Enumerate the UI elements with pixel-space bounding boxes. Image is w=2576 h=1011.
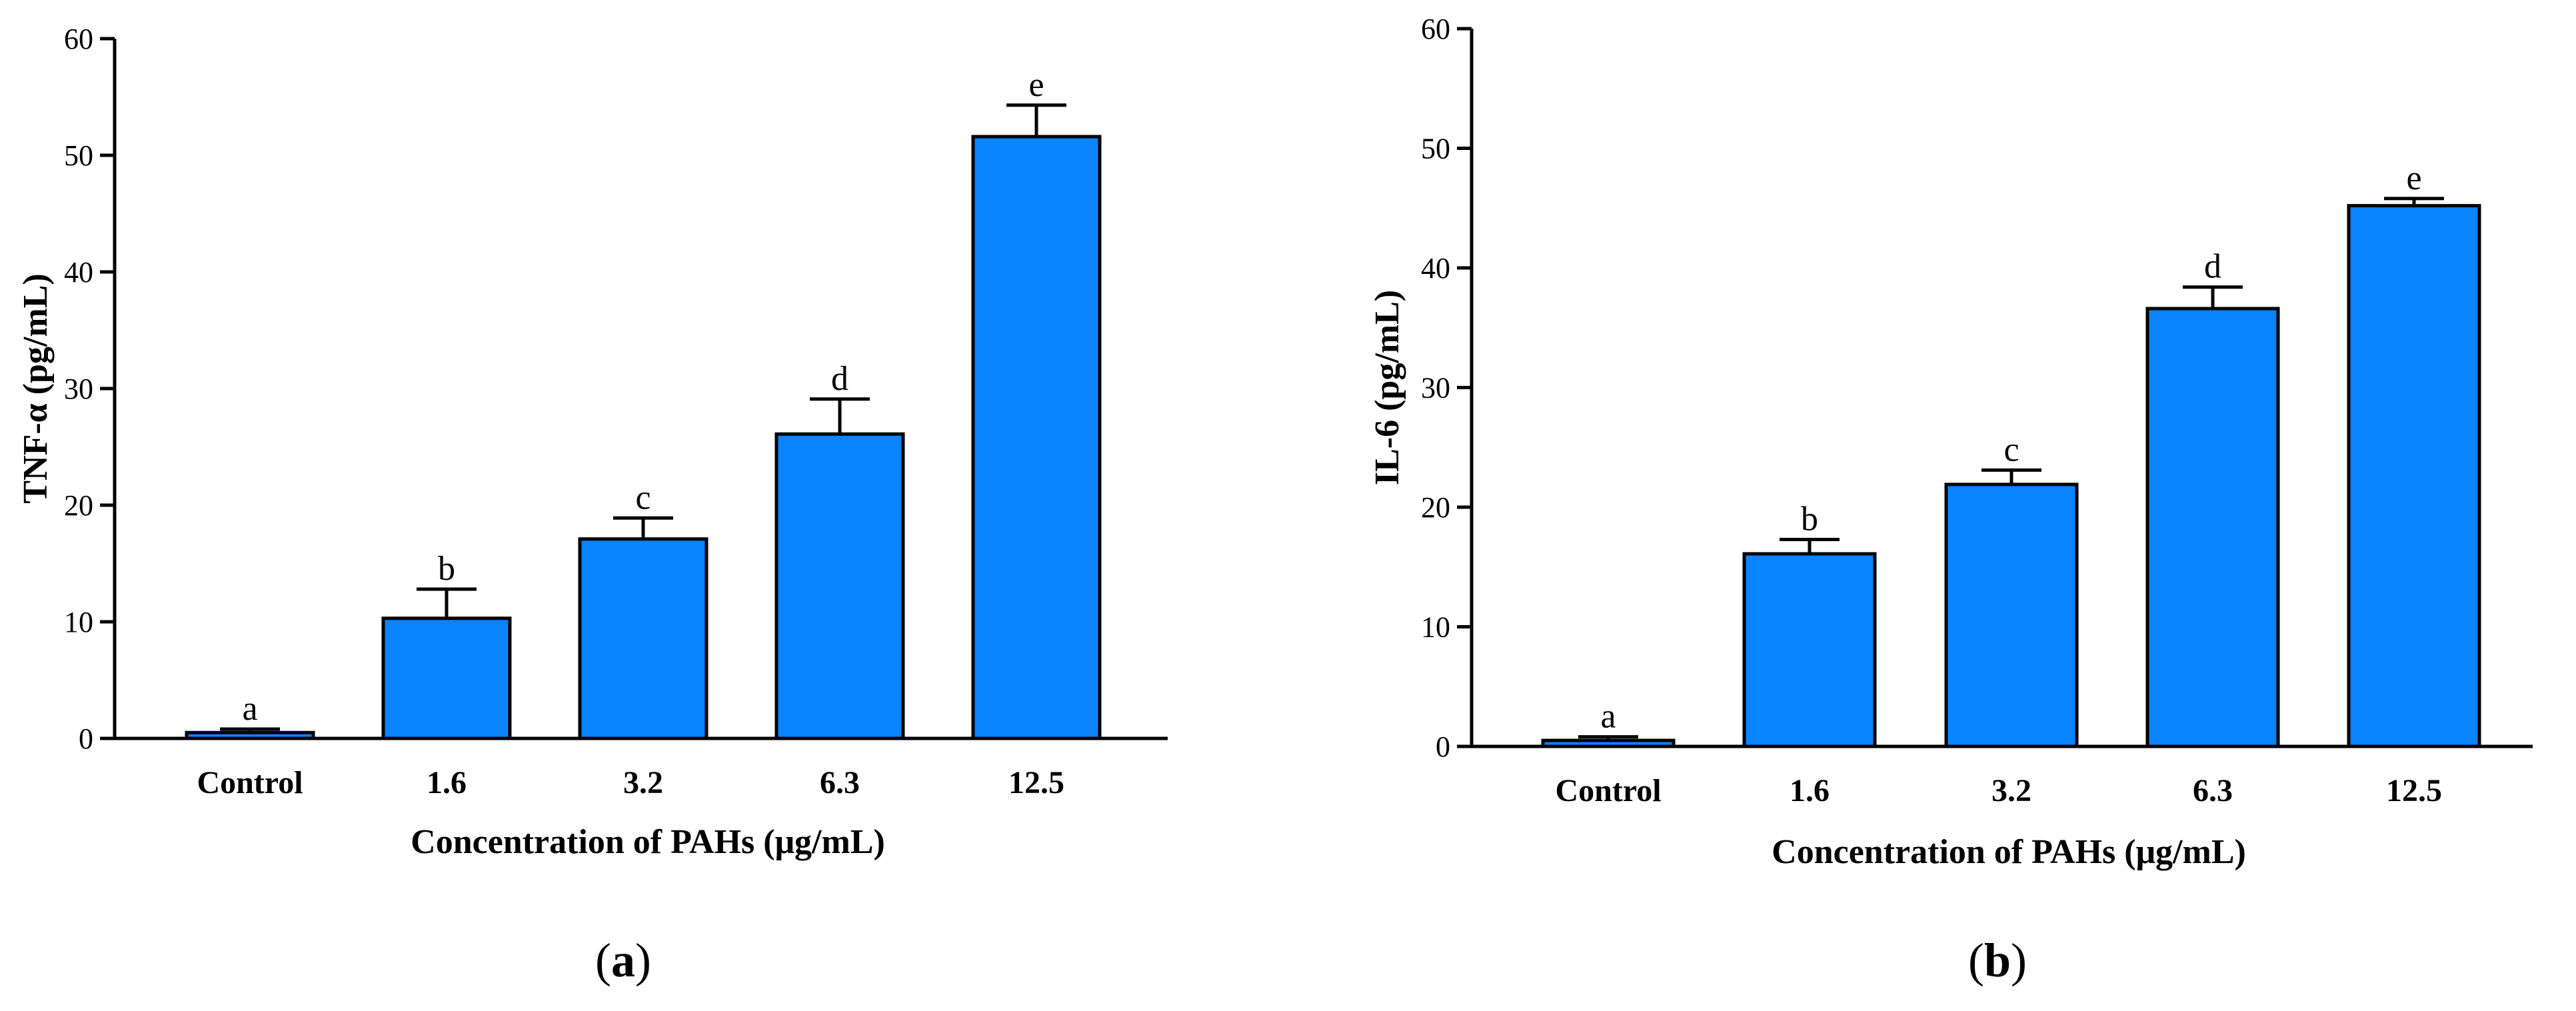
bar <box>2145 307 2280 748</box>
significance-letter: c <box>635 479 650 516</box>
y-axis-title: TNF-α (pg/mL) <box>17 273 55 503</box>
x-category-label: 12.5 <box>2386 773 2442 808</box>
y-ticks: 0 10 20 30 40 50 60 <box>1421 13 1472 763</box>
y-tick-label: 10 <box>64 606 93 638</box>
panel-label-a: (a) <box>595 934 651 987</box>
y-tick-label: 10 <box>1421 611 1450 644</box>
bar <box>381 616 512 740</box>
x-category-label: 1.6 <box>1790 773 1830 808</box>
y-tick-label: 20 <box>1421 491 1450 524</box>
significance-letter: e <box>1028 66 1044 104</box>
y-tick-label: 40 <box>64 256 93 289</box>
significance-letter: d <box>831 360 848 398</box>
bar <box>2347 204 2481 748</box>
y-tick-label: 60 <box>1421 13 1450 45</box>
chart-panel-b: 0 10 20 30 40 50 60 a b c d e Control 1.6 3.2 6.3 12.5… <box>1368 13 2533 871</box>
y-tick-label: 0 <box>79 722 93 755</box>
y-tick-label: 60 <box>64 23 93 55</box>
bar <box>1541 738 1676 748</box>
x-category-label: Control <box>197 765 303 800</box>
bars: a b c d e <box>185 66 1102 740</box>
y-tick-label: 50 <box>1421 133 1450 165</box>
y-tick-label: 20 <box>64 489 93 522</box>
bar <box>1742 552 1877 748</box>
significance-letter: a <box>1600 698 1616 736</box>
y-tick-label: 30 <box>1421 372 1450 405</box>
x-category-labels: Control 1.6 3.2 6.3 12.5 <box>1555 773 2442 808</box>
x-category-label: 12.5 <box>1008 765 1064 800</box>
y-axis-title: IL-6 (pg/mL) <box>1368 290 1406 485</box>
x-category-labels: Control 1.6 3.2 6.3 12.5 <box>197 765 1064 800</box>
x-axis-title: Concentration of PAHs (μg/mL) <box>1772 833 2246 871</box>
significance-letter: e <box>2406 159 2421 197</box>
chart-panel-a: 0 10 20 30 40 50 60 a b c d e Control 1.6 3.2 6.3 12.5… <box>17 23 1168 861</box>
x-category-label: 6.3 <box>820 765 860 800</box>
bar <box>578 537 708 740</box>
x-axis-title: Concentration of PAHs (μg/mL) <box>411 823 885 861</box>
y-tick-label: 30 <box>64 373 93 405</box>
x-category-label: 6.3 <box>2193 773 2233 808</box>
significance-letter: b <box>438 550 455 588</box>
bar <box>971 135 1102 740</box>
x-category-label: 1.6 <box>427 765 467 800</box>
significance-letter: d <box>2204 248 2221 286</box>
y-ticks: 0 10 20 30 40 50 60 <box>64 23 115 755</box>
x-category-label: 3.2 <box>1991 773 2031 808</box>
panel-label-b: (b) <box>1968 934 2027 987</box>
significance-letter: c <box>2003 431 2019 469</box>
y-tick-label: 50 <box>64 139 93 172</box>
bars: a b c d e <box>1541 159 2481 748</box>
y-tick-label: 0 <box>1436 730 1450 763</box>
bar <box>1944 483 2079 748</box>
bar <box>774 432 905 740</box>
bar <box>185 730 315 740</box>
significance-letter: b <box>1801 500 1818 538</box>
significance-letter: a <box>242 690 257 728</box>
x-category-label: 3.2 <box>623 765 663 800</box>
y-tick-label: 40 <box>1421 252 1450 285</box>
x-category-label: Control <box>1555 773 1661 808</box>
